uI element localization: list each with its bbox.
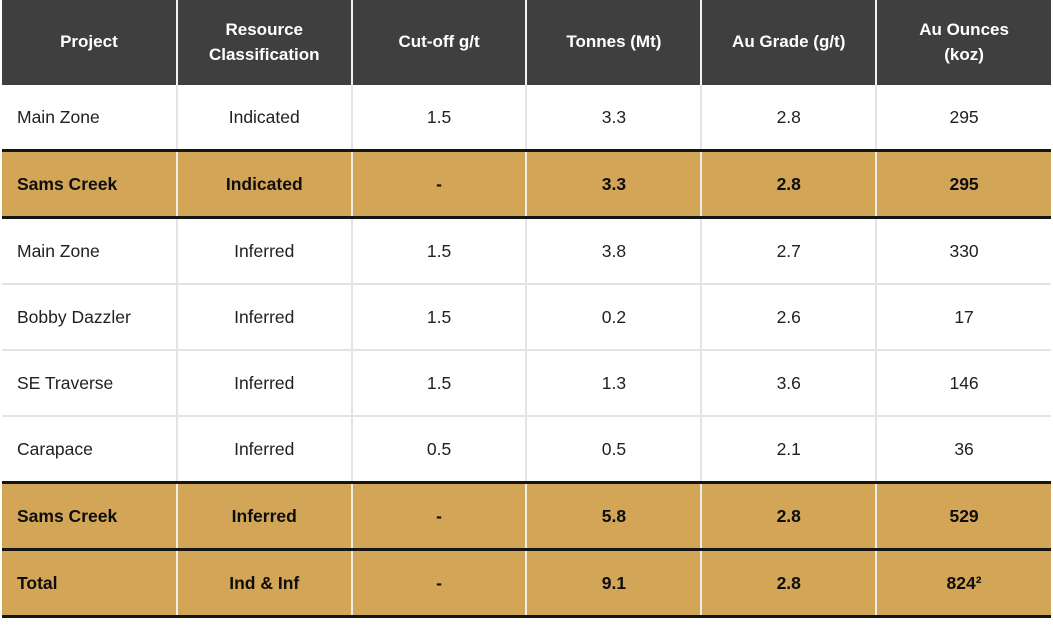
cell-ounces: 295 bbox=[949, 173, 979, 194]
cell-ounces: 529 bbox=[949, 505, 979, 526]
cell-grade: 2.7 bbox=[701, 217, 878, 284]
cell-cutoff: 0.5 bbox=[351, 416, 528, 483]
cell-classification: Indicated bbox=[176, 85, 353, 151]
table-body: Main Zone Indicated 1.5 3.3 2.8 295 Sams… bbox=[2, 85, 1051, 617]
cell-tonnes: 3.3 bbox=[526, 85, 703, 151]
cell-tonnes: 1.3 bbox=[526, 350, 703, 416]
cell-classification: Inferred bbox=[176, 416, 353, 483]
cell-ounces: 295 bbox=[949, 106, 979, 127]
header-cell-grade: Au Grade (g/t) bbox=[701, 0, 878, 85]
table-row: Carapace Inferred 0.5 0.5 2.1 36 bbox=[2, 416, 1051, 483]
header-cell-cutoff: Cut-off g/t bbox=[351, 0, 528, 85]
cell-grade: 2.1 bbox=[701, 416, 878, 483]
cell-grade: 2.8 bbox=[701, 85, 878, 151]
cell-ounces: 330 bbox=[949, 240, 979, 261]
cell-classification: Indicated bbox=[176, 150, 353, 218]
cell-cutoff: - bbox=[351, 549, 528, 617]
header-row: Project Resource Classification Cut-off … bbox=[2, 0, 1051, 85]
cell-classification: Ind & Inf bbox=[176, 549, 353, 617]
table-row-subtotal: Sams Creek Indicated - 3.3 2.8 295 bbox=[2, 150, 1051, 218]
table-row: SE Traverse Inferred 1.5 1.3 3.6 146 bbox=[2, 350, 1051, 416]
cell-ounces: 17 bbox=[954, 306, 974, 327]
cell-cutoff: - bbox=[351, 482, 528, 550]
cell-project: SE Traverse bbox=[2, 350, 178, 416]
cell-ounces: 36 bbox=[954, 438, 974, 459]
cell-tonnes: 3.8 bbox=[526, 217, 703, 284]
cell-project: Main Zone bbox=[2, 85, 178, 151]
cell-cutoff: 1.5 bbox=[351, 350, 528, 416]
table-row-total: Total Ind & Inf - 9.1 2.8 824² bbox=[2, 549, 1051, 617]
cell-grade: 2.8 bbox=[701, 150, 878, 218]
header-cell-ounces: Au Ounces (koz) bbox=[876, 0, 1051, 85]
header-cell-classification: Resource Classification bbox=[176, 0, 353, 85]
cell-tonnes: 3.3 bbox=[526, 150, 703, 218]
cell-cutoff: 1.5 bbox=[351, 85, 528, 151]
cell-grade: 3.6 bbox=[701, 350, 878, 416]
table-row-subtotal: Sams Creek Inferred - 5.8 2.8 529 bbox=[2, 482, 1051, 550]
cell-classification: Inferred bbox=[176, 217, 353, 284]
cell-tonnes: 0.2 bbox=[526, 284, 703, 350]
cell-tonnes: 5.8 bbox=[526, 482, 703, 550]
cell-tonnes: 0.5 bbox=[526, 416, 703, 483]
table-header: Project Resource Classification Cut-off … bbox=[2, 0, 1051, 85]
cell-classification: Inferred bbox=[176, 284, 353, 350]
table-row: Main Zone Inferred 1.5 3.8 2.7 330 bbox=[2, 217, 1051, 284]
cell-tonnes: 9.1 bbox=[526, 549, 703, 617]
table-row: Main Zone Indicated 1.5 3.3 2.8 295 bbox=[2, 85, 1051, 151]
cell-project: Sams Creek bbox=[2, 150, 178, 218]
cell-classification: Inferred bbox=[176, 350, 353, 416]
cell-cutoff: 1.5 bbox=[351, 284, 528, 350]
cell-grade: 2.6 bbox=[701, 284, 878, 350]
cell-ounces: 146 bbox=[949, 372, 979, 393]
header-cell-project: Project bbox=[2, 0, 178, 85]
cell-project: Total bbox=[2, 549, 178, 617]
cell-cutoff: 1.5 bbox=[351, 217, 528, 284]
header-cell-tonnes: Tonnes (Mt) bbox=[526, 0, 703, 85]
cell-grade: 2.8 bbox=[701, 549, 878, 617]
cell-grade: 2.8 bbox=[701, 482, 878, 550]
cell-project: Carapace bbox=[2, 416, 178, 483]
resource-estimate-table: Project Resource Classification Cut-off … bbox=[2, 0, 1051, 618]
table-row: Bobby Dazzler Inferred 1.5 0.2 2.6 17 bbox=[2, 284, 1051, 350]
cell-project: Sams Creek bbox=[2, 482, 178, 550]
cell-project: Bobby Dazzler bbox=[2, 284, 178, 350]
table-container: Project Resource Classification Cut-off … bbox=[2, 0, 1051, 618]
cell-ounces: 824² bbox=[946, 572, 982, 593]
cell-classification: Inferred bbox=[176, 482, 353, 550]
cell-project: Main Zone bbox=[2, 217, 178, 284]
cell-cutoff: - bbox=[351, 150, 528, 218]
